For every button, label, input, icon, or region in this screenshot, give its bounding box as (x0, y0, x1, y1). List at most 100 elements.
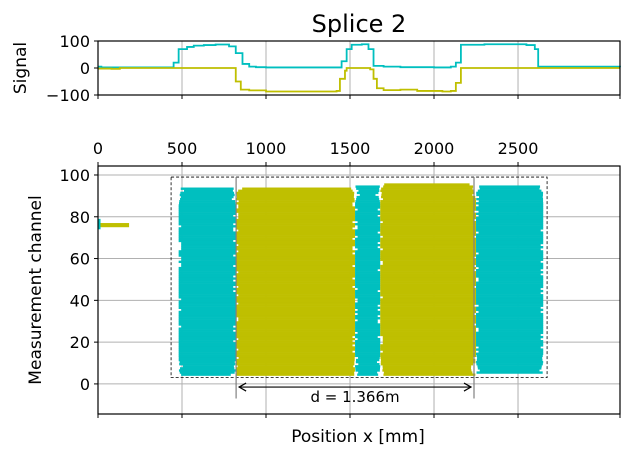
heatmap-cell-cyan (479, 187, 540, 190)
heatmap-cell-olive (237, 365, 354, 368)
heatmap-cell-olive (380, 314, 477, 318)
heatmap-cell-cyan (355, 323, 381, 326)
heatmap-cell-olive (380, 277, 477, 280)
heatmap-cell-olive (235, 367, 355, 370)
heatmap-cell-cyan (181, 243, 236, 247)
heatmap-cell-olive (235, 254, 356, 257)
heatmap-cell-cyan (178, 210, 236, 213)
heatmap-cell-cyan (178, 350, 236, 353)
heatmap-cell-olive (380, 208, 477, 211)
heatmap-cell-cyan (355, 212, 381, 215)
heatmap-cell-cyan (183, 365, 234, 368)
heatmap-cell-cyan (355, 367, 381, 370)
heatmap-cell-cyan (355, 273, 381, 276)
heatmap-cell-cyan (476, 296, 544, 299)
heatmap-cell-cyan (476, 298, 544, 301)
heatmap-cell-cyan (477, 365, 542, 368)
heatmap-cell-olive (380, 317, 477, 320)
heatmap-cell-cyan (357, 208, 378, 211)
heatmap-cell-cyan (476, 223, 544, 226)
heatmap-cell-olive (380, 243, 477, 247)
heatmap-cell-olive (235, 256, 356, 259)
heatmap-cell-olive (380, 252, 477, 255)
heatmap-cell-cyan (476, 262, 544, 266)
heatmap-cell-cyan (355, 325, 381, 328)
heatmap-cell-cyan (178, 369, 236, 372)
heatmap-cell-cyan (476, 220, 544, 224)
heatmap-cell-olive (380, 323, 474, 326)
heatmap-cell-olive (381, 191, 475, 195)
heatmap-cell-cyan (178, 279, 234, 282)
heatmap-cell-olive (235, 314, 356, 318)
heatmap-cell-olive (235, 273, 356, 276)
heatmap-cell-cyan (178, 310, 236, 314)
heatmap-cell-olive (382, 197, 476, 201)
heatmap-cell-cyan (476, 291, 541, 295)
heatmap-cell-olive (380, 246, 477, 249)
heatmap-cell-cyan (476, 260, 541, 264)
heatmap-cell-olive (382, 350, 477, 353)
heatmap-cell-cyan (476, 237, 544, 241)
heatmap-cell-olive (380, 298, 477, 301)
heatmap-cell-cyan (355, 342, 381, 345)
heatmap-cell-olive (380, 306, 477, 309)
heatmap-cell-olive (380, 360, 476, 364)
heatmap-cell-cyan (178, 231, 236, 234)
heatmap-stray-olive (100, 223, 130, 228)
heatmap-cell-cyan (355, 256, 381, 259)
heatmap-cell-cyan (180, 197, 232, 201)
heatmap-cell-olive (380, 308, 477, 312)
heatmap-cell-olive (380, 214, 477, 218)
heatmap-cell-olive (235, 264, 353, 268)
heatmap-cell-olive (235, 287, 356, 291)
heatmap-cell-cyan (178, 317, 236, 320)
signal-plot: Splice 2 100 0 −100 Signal (11, 10, 621, 105)
heatmap-cell-olive (382, 260, 477, 264)
heatmap-cell-cyan (355, 262, 381, 266)
heatmap-cell-cyan (181, 325, 234, 328)
heatmap-cell-cyan (476, 241, 544, 245)
heatmap-cell-cyan (476, 197, 544, 201)
heatmap-cell-cyan (178, 287, 236, 291)
heatmap-cell-olive (235, 223, 356, 226)
heatmap-cell-olive (380, 256, 474, 259)
heatmap-cell-cyan (476, 317, 544, 320)
heatmap-cell-olive (380, 271, 477, 274)
heatmap-cell-cyan (355, 258, 381, 261)
heatmap-cell-cyan (178, 289, 234, 293)
heatmap-cell-cyan (476, 331, 544, 335)
heatmap-cell-olive (380, 273, 477, 276)
heatmap-cell-olive (235, 342, 356, 345)
heatmap-cell-cyan (476, 246, 544, 249)
channel-ytick-label: 100 (59, 166, 90, 185)
heatmap-cell-cyan (476, 285, 544, 289)
heatmap-cell-cyan (478, 279, 544, 282)
heatmap-cell-olive (235, 352, 356, 355)
heatmap-cell-olive (380, 266, 477, 270)
heatmap-cell-olive (235, 237, 353, 241)
heatmap-cell-olive (235, 252, 353, 255)
heatmap-cell-olive (236, 191, 355, 195)
signal-ytick-label: −100 (46, 86, 90, 105)
heatmap-cell-olive (238, 348, 356, 351)
heatmap-cell-cyan (476, 354, 543, 358)
heatmap-cell-cyan (355, 369, 380, 372)
heatmap-cell-cyan (478, 204, 544, 207)
heatmap-cell-olive (238, 229, 356, 232)
heatmap-cell-cyan (178, 302, 236, 305)
heatmap-cell-cyan (178, 314, 236, 318)
heatmap-cell-cyan (181, 256, 236, 259)
heatmap-cell-cyan (178, 337, 236, 341)
heatmap-cell-olive (235, 233, 356, 236)
heatmap-cell-cyan (355, 275, 381, 278)
heatmap-cell-cyan (181, 264, 234, 268)
heatmap-cell-cyan (355, 317, 381, 320)
heatmap-cell-olive (235, 289, 356, 293)
heatmap-cell-cyan (357, 225, 381, 228)
heatmap-cell-cyan (178, 252, 236, 255)
heatmap-cell-cyan (478, 346, 541, 349)
heatmap-cell-cyan (476, 337, 541, 341)
heatmap-cell-cyan (356, 191, 379, 195)
heatmap-cell-cyan (476, 371, 543, 374)
channel-ytick-label: 60 (70, 250, 90, 269)
